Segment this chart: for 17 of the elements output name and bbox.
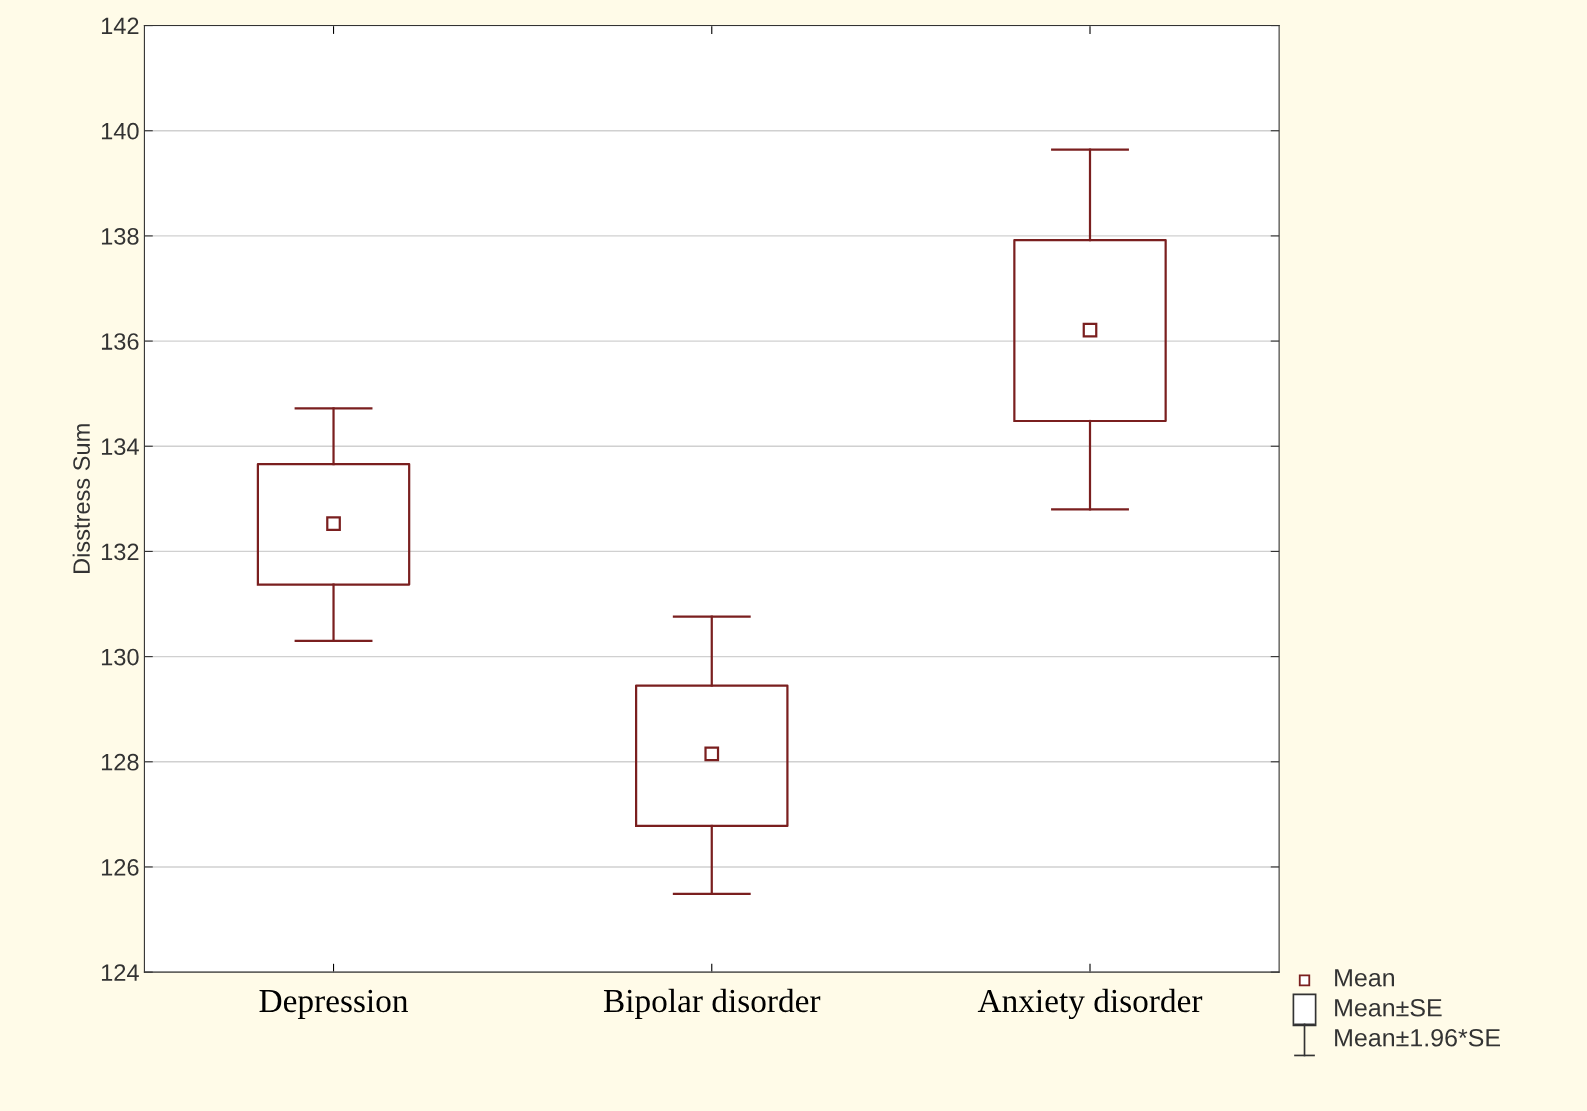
x-tick-label: Depression [259, 989, 409, 1020]
y-tick-label: 142 [101, 17, 139, 35]
y-axis-title: Disstress Sum [72, 424, 90, 573]
x-tick-label: Bipolar disorder [603, 988, 821, 1020]
y-tick-label: 140 [101, 122, 139, 140]
y-tick-label: 124 [101, 964, 139, 981]
y-tick-label: 134 [101, 438, 139, 456]
y-tick-label: 138 [101, 227, 139, 245]
y-tick-label: 132 [101, 543, 139, 561]
text: Mean±1.96*SE [1335, 1028, 1500, 1047]
text: Mean±SE [1335, 998, 1442, 1017]
y-tick-label: 136 [101, 333, 139, 350]
y-tick-label: 130 [101, 648, 139, 666]
text: Mean [1335, 969, 1394, 987]
y-tick-label: 128 [101, 753, 139, 771]
x-tick-label: Anxiety disorder [977, 988, 1203, 1020]
y-tick-label: 126 [101, 859, 139, 876]
